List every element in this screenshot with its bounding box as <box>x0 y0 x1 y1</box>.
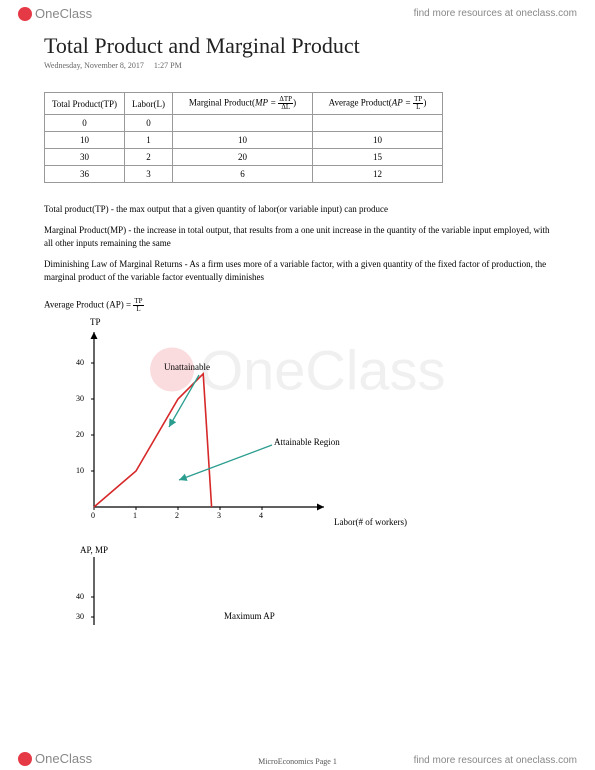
definitions: Total product(TP) - the max output that … <box>44 203 551 284</box>
ap-formula-label: Average Product (AP) = <box>44 300 131 310</box>
y-tick-label: 30 <box>76 394 84 403</box>
y-axis-label: TP <box>90 317 101 327</box>
x-tick-label: 0 <box>91 511 95 520</box>
col-mp: Marginal Product(MP = ΔTP ΔL ) <box>173 93 313 115</box>
footer-logo-icon <box>18 752 32 766</box>
col-ap-prefix: Average Product( <box>329 98 392 108</box>
attainable-label: Attainable Region <box>274 437 340 447</box>
table-row: 363612 <box>45 166 443 183</box>
table-cell: 3 <box>125 166 173 183</box>
table-header-row: Total Product(TP) Labor(L) Marginal Prod… <box>45 93 443 115</box>
table-cell: 15 <box>313 149 443 166</box>
table-cell: 30 <box>45 149 125 166</box>
x-tick-label: 3 <box>217 511 221 520</box>
col-labor: Labor(L) <box>125 93 173 115</box>
table-cell: 2 <box>125 149 173 166</box>
table-row: 1011010 <box>45 132 443 149</box>
col-tp: Total Product(TP) <box>45 93 125 115</box>
page-title: Total Product and Marginal Product <box>44 33 551 59</box>
max-ap-label: Maximum AP <box>224 611 275 621</box>
x-axis-label: Labor(# of workers) <box>334 517 407 527</box>
tp-chart: TP Labor(# of workers) Unattainable Atta… <box>54 317 434 537</box>
logo-text: OneClass <box>35 6 92 21</box>
y2-tick-label: 30 <box>76 612 84 621</box>
table-cell: 6 <box>173 166 313 183</box>
table-cell: 10 <box>45 132 125 149</box>
table-cell <box>313 115 443 132</box>
tp-chart-svg <box>54 317 434 537</box>
document-content: Total Product and Marginal Product Wedne… <box>0 23 595 625</box>
y-tick-label: 40 <box>76 358 84 367</box>
table-cell: 12 <box>313 166 443 183</box>
x-tick-label: 2 <box>175 511 179 520</box>
table-row: 00 <box>45 115 443 132</box>
footer-logo-text: OneClass <box>35 751 92 766</box>
table-cell: 0 <box>45 115 125 132</box>
doc-date: Wednesday, November 8, 2017 <box>44 61 144 70</box>
footer-logo: OneClass <box>18 751 92 766</box>
y-tick-label: 20 <box>76 430 84 439</box>
def-dlmr: Diminishing Law of Marginal Returns - As… <box>44 258 551 284</box>
x-tick-label: 4 <box>259 511 263 520</box>
table-cell: 10 <box>173 132 313 149</box>
table-cell <box>173 115 313 132</box>
product-table: Total Product(TP) Labor(L) Marginal Prod… <box>44 92 443 183</box>
col-mp-prefix: Marginal Product( <box>189 98 255 108</box>
doc-time: 1:27 PM <box>154 61 182 70</box>
unattainable-label: Unattainable <box>164 362 210 372</box>
table-row: 3022015 <box>45 149 443 166</box>
ap-formula: Average Product (AP) = TP L <box>44 298 551 313</box>
ap-mp-chart: AP, MP Maximum AP 30 40 <box>54 545 434 625</box>
mp-den: ΔL <box>278 104 293 111</box>
logo-icon <box>18 7 32 21</box>
footer-resources-link[interactable]: find more resources at oneclass.com <box>414 755 577 766</box>
table-cell: 1 <box>125 132 173 149</box>
table-cell: 0 <box>125 115 173 132</box>
mp-fraction: ΔTP ΔL <box>278 96 293 111</box>
x-tick-label: 1 <box>133 511 137 520</box>
page-subtitle: Wednesday, November 8, 2017 1:27 PM <box>44 61 551 70</box>
table-cell: 20 <box>173 149 313 166</box>
footer-bar: OneClass find more resources at oneclass… <box>0 751 595 766</box>
y-tick-label: 10 <box>76 466 84 475</box>
table-cell: 36 <box>45 166 125 183</box>
header-bar: OneClass find more resources at oneclass… <box>0 0 595 23</box>
y2-tick-label: 40 <box>76 592 84 601</box>
col-ap: Average Product(AP = TP L ) <box>313 93 443 115</box>
y2-axis-label: AP, MP <box>80 545 108 555</box>
logo: OneClass <box>18 6 92 21</box>
def-mp: Marginal Product(MP) - the increase in t… <box>44 224 551 250</box>
mp-var: MP = <box>255 98 276 108</box>
ap-var: AP = <box>392 98 411 108</box>
table-cell: 10 <box>313 132 443 149</box>
ap-formula-den: L <box>133 306 143 313</box>
ap-den: L <box>413 104 423 111</box>
ap-formula-fraction: TP L <box>133 298 143 313</box>
ap-fraction: TP L <box>413 96 423 111</box>
def-tp: Total product(TP) - the max output that … <box>44 203 551 216</box>
header-resources-link[interactable]: find more resources at oneclass.com <box>414 8 577 19</box>
